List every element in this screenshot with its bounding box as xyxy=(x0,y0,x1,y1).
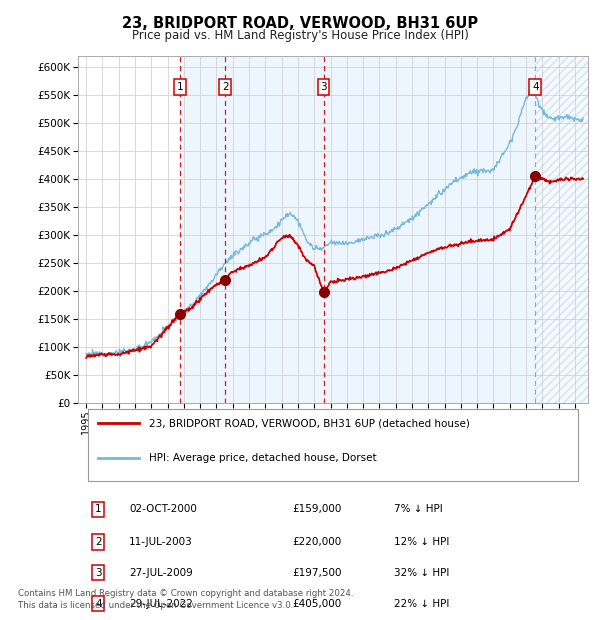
Bar xyxy=(535,56,588,402)
FancyBboxPatch shape xyxy=(88,409,578,481)
Text: This data is licensed under the Open Government Licence v3.0.: This data is licensed under the Open Gov… xyxy=(18,601,293,609)
Text: 11-JUL-2003: 11-JUL-2003 xyxy=(129,537,193,547)
Text: 02-OCT-2000: 02-OCT-2000 xyxy=(129,504,197,514)
Text: 4: 4 xyxy=(532,82,539,92)
Bar xyxy=(323,56,535,402)
Text: 1: 1 xyxy=(95,504,102,514)
Text: Contains HM Land Registry data © Crown copyright and database right 2024.: Contains HM Land Registry data © Crown c… xyxy=(18,590,353,598)
Text: £159,000: £159,000 xyxy=(292,504,341,514)
Text: £220,000: £220,000 xyxy=(292,537,341,547)
Text: 7% ↓ HPI: 7% ↓ HPI xyxy=(394,504,443,514)
Text: £197,500: £197,500 xyxy=(292,568,342,578)
Text: 22% ↓ HPI: 22% ↓ HPI xyxy=(394,598,449,608)
Text: 23, BRIDPORT ROAD, VERWOOD, BH31 6UP (detached house): 23, BRIDPORT ROAD, VERWOOD, BH31 6UP (de… xyxy=(149,418,470,428)
Text: 3: 3 xyxy=(320,82,327,92)
Text: 2: 2 xyxy=(222,82,229,92)
Bar xyxy=(535,56,588,402)
Text: HPI: Average price, detached house, Dorset: HPI: Average price, detached house, Dors… xyxy=(149,453,377,463)
Text: 23, BRIDPORT ROAD, VERWOOD, BH31 6UP: 23, BRIDPORT ROAD, VERWOOD, BH31 6UP xyxy=(122,16,478,30)
Text: 27-JUL-2009: 27-JUL-2009 xyxy=(129,568,193,578)
Text: 32% ↓ HPI: 32% ↓ HPI xyxy=(394,568,449,578)
Text: £405,000: £405,000 xyxy=(292,598,341,608)
Text: Price paid vs. HM Land Registry's House Price Index (HPI): Price paid vs. HM Land Registry's House … xyxy=(131,29,469,42)
Text: 2: 2 xyxy=(95,537,102,547)
Text: 1: 1 xyxy=(176,82,183,92)
Text: 4: 4 xyxy=(95,598,102,608)
Bar xyxy=(180,56,225,402)
Text: 3: 3 xyxy=(95,568,102,578)
Text: 29-JUL-2022: 29-JUL-2022 xyxy=(129,598,193,608)
Text: 12% ↓ HPI: 12% ↓ HPI xyxy=(394,537,449,547)
Bar xyxy=(225,56,323,402)
